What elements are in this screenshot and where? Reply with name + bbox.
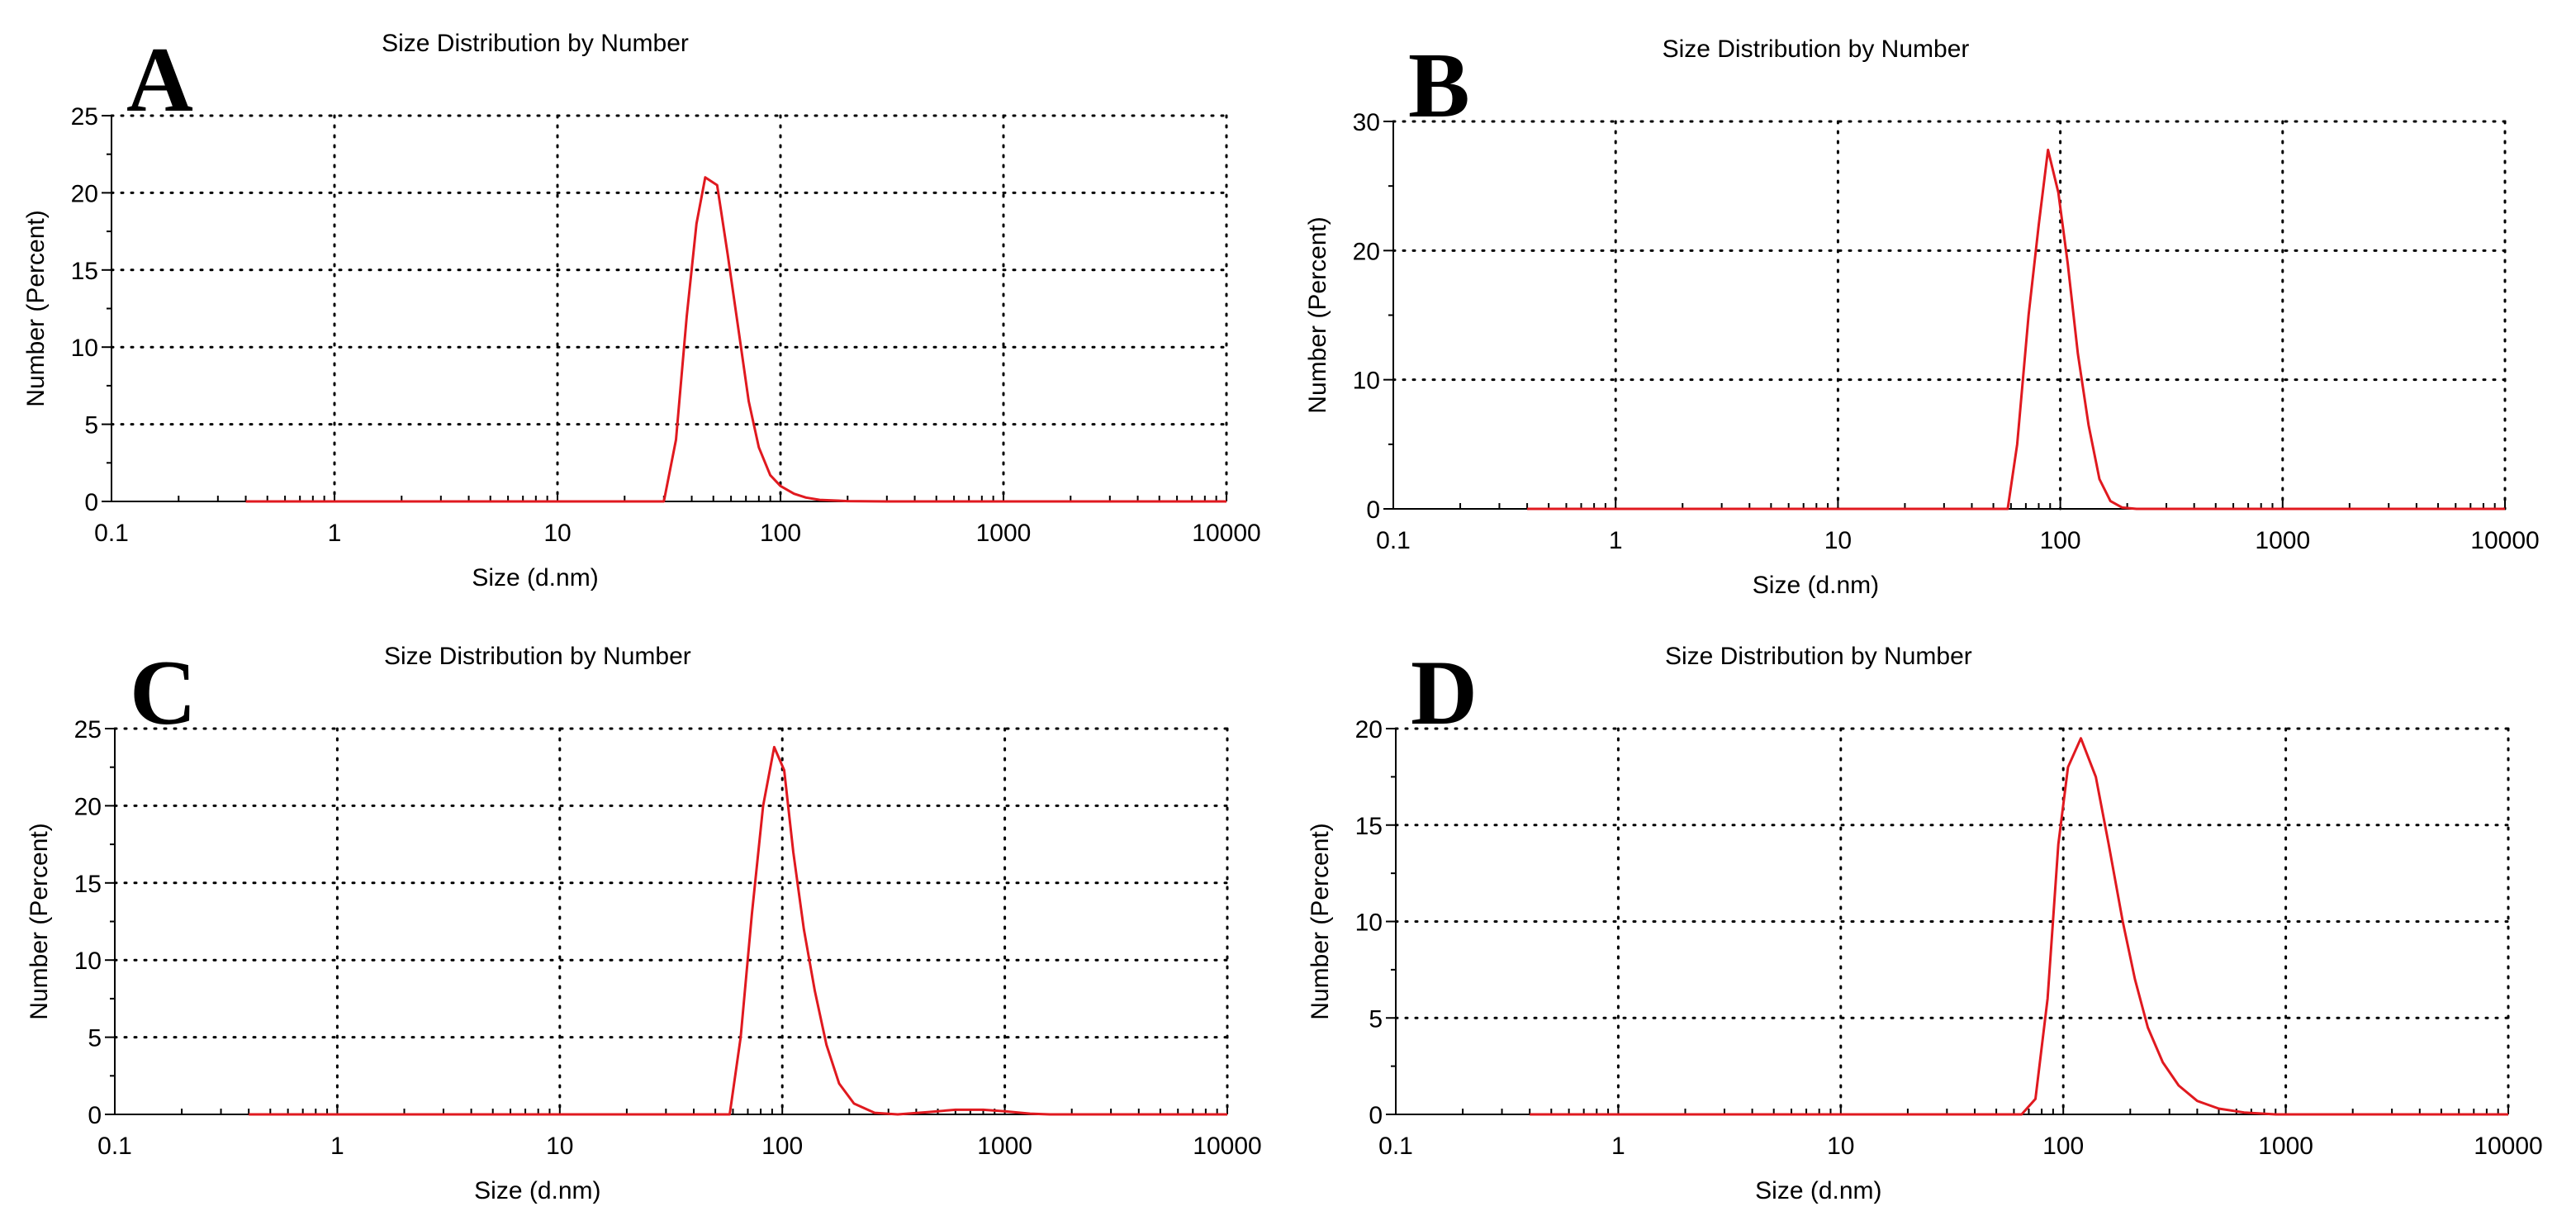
y-axis-label: Number (Percent) bbox=[26, 823, 53, 1019]
y-tick-label: 20 bbox=[1355, 716, 1383, 743]
chart-title: Size Distribution by Number bbox=[1665, 643, 1972, 670]
y-tick-label: 10 bbox=[74, 948, 102, 975]
panel-letter: D bbox=[1411, 642, 1478, 744]
x-axis-label: Size (d.nm) bbox=[1753, 572, 1879, 599]
x-tick-label: 0.1 bbox=[1376, 527, 1411, 554]
x-tick-label: 100 bbox=[760, 520, 801, 547]
x-tick-label: 1000 bbox=[2258, 1133, 2313, 1160]
x-tick-label: 1000 bbox=[2255, 527, 2310, 554]
y-tick-label: 10 bbox=[1353, 368, 1380, 395]
y-tick-label: 20 bbox=[71, 180, 98, 207]
x-tick-label: 10000 bbox=[1192, 520, 1260, 547]
panel-letter: A bbox=[126, 29, 193, 131]
x-tick-label: 100 bbox=[2042, 1133, 2084, 1160]
y-tick-label: 15 bbox=[71, 258, 98, 285]
y-tick-label: 5 bbox=[1369, 1005, 1383, 1033]
x-tick-label: 10 bbox=[546, 1133, 573, 1160]
x-tick-label: 10 bbox=[1827, 1133, 1854, 1160]
x-tick-label: 1000 bbox=[976, 520, 1032, 547]
y-tick-label: 10 bbox=[1355, 910, 1383, 937]
x-tick-label: 10000 bbox=[2474, 1133, 2542, 1160]
panel-letter: C bbox=[130, 642, 197, 744]
y-tick-label: 15 bbox=[74, 871, 102, 898]
y-tick-label: 0 bbox=[1366, 496, 1380, 524]
chart-title: Size Distribution by Number bbox=[1663, 36, 1970, 63]
x-tick-label: 10000 bbox=[2470, 527, 2539, 554]
x-tick-label: 10000 bbox=[1193, 1133, 1261, 1160]
x-tick-label: 10 bbox=[543, 520, 571, 547]
y-axis-label: Number (Percent) bbox=[1307, 823, 1334, 1019]
series-line bbox=[249, 745, 1227, 1116]
x-tick-label: 1 bbox=[1611, 1133, 1625, 1160]
x-axis-label: Size (d.nm) bbox=[1755, 1177, 1881, 1204]
x-tick-label: 100 bbox=[761, 1133, 803, 1160]
x-tick-label: 0.1 bbox=[94, 520, 129, 547]
chart-title: Size Distribution by Number bbox=[384, 643, 691, 670]
x-tick-label: 100 bbox=[2040, 527, 2081, 554]
y-tick-label: 25 bbox=[71, 103, 98, 131]
y-tick-label: 10 bbox=[71, 335, 98, 362]
chart-title: Size Distribution by Number bbox=[382, 30, 689, 57]
y-axis-label: Number (Percent) bbox=[1304, 216, 1331, 413]
y-tick-label: 0 bbox=[88, 1102, 102, 1129]
y-tick-label: 5 bbox=[88, 1025, 102, 1052]
y-tick-label: 20 bbox=[1353, 238, 1380, 265]
y-axis-label: Number (Percent) bbox=[22, 210, 50, 406]
x-tick-label: 1000 bbox=[977, 1133, 1032, 1160]
y-tick-label: 0 bbox=[84, 489, 98, 516]
x-axis-label: Size (d.nm) bbox=[474, 1177, 600, 1204]
y-tick-label: 0 bbox=[1369, 1102, 1383, 1129]
series-line bbox=[245, 176, 1226, 503]
x-axis-label: Size (d.nm) bbox=[472, 564, 598, 591]
x-tick-label: 0.1 bbox=[1378, 1133, 1413, 1160]
y-tick-label: 25 bbox=[74, 716, 102, 743]
x-tick-label: 1 bbox=[1609, 527, 1623, 554]
y-tick-label: 30 bbox=[1353, 109, 1380, 136]
panel-letter: B bbox=[1408, 35, 1470, 137]
y-tick-label: 20 bbox=[74, 793, 102, 820]
x-tick-label: 0.1 bbox=[97, 1133, 132, 1160]
y-tick-label: 5 bbox=[84, 412, 98, 439]
x-tick-label: 10 bbox=[1824, 527, 1852, 554]
series-line bbox=[1530, 737, 2508, 1116]
y-tick-label: 15 bbox=[1355, 813, 1383, 840]
x-tick-label: 1 bbox=[330, 1133, 344, 1160]
series-line bbox=[1527, 148, 2505, 511]
x-tick-label: 1 bbox=[328, 520, 342, 547]
